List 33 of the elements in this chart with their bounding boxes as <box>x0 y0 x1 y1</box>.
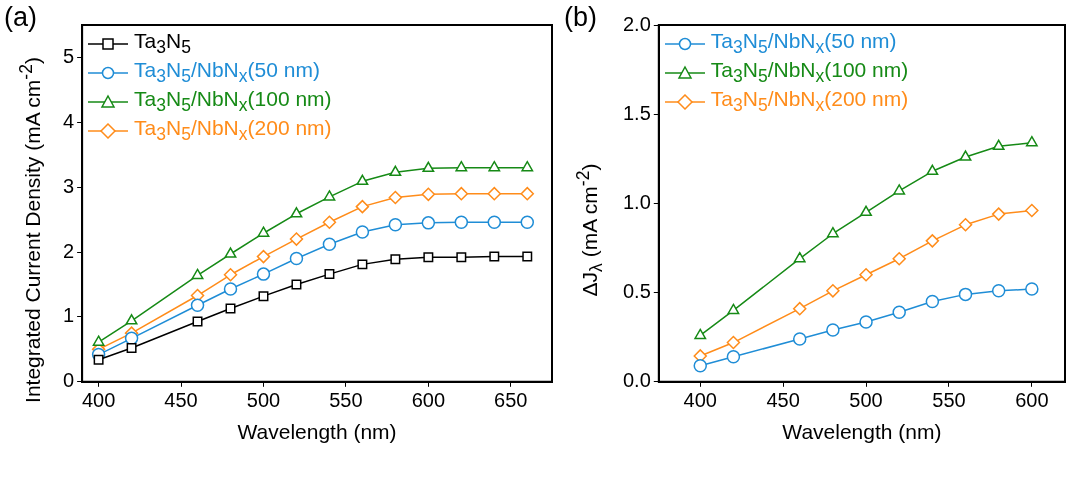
legend-label: Ta$_{3}$N$_{5}$/NbN$_{x}$(200 nm) <box>710 86 909 117</box>
x-tick-label: 650 <box>494 389 528 412</box>
x-axis-title: Wavelength (nm) <box>782 420 942 444</box>
legend-label: Ta$_{3}$N$_{5}$/NbN$_{x}$(200 nm) <box>134 115 332 146</box>
y-tick-label: 4 <box>63 109 75 132</box>
y-tick-label: 1.5 <box>622 101 651 124</box>
x-axis-title: Wavelength (nm) <box>237 420 397 444</box>
legend-label: Ta$_{3}$N$_{5}$ <box>134 28 191 59</box>
x-tick-label: 400 <box>683 389 717 412</box>
y-tick-label: 0 <box>63 369 75 392</box>
y-tick-label: 5 <box>63 44 75 67</box>
x-tick-label: 550 <box>932 389 966 412</box>
y-tick-label: 1.0 <box>622 190 651 213</box>
y-tick-label: 1 <box>63 304 75 327</box>
y-tick-label: 0.0 <box>622 369 651 392</box>
x-tick-label: 600 <box>1015 389 1049 412</box>
x-tick-label: 500 <box>246 389 281 412</box>
text: (a) <box>4 2 37 33</box>
y-tick-label: 0.5 <box>622 280 651 303</box>
x-tick-label: 600 <box>411 389 446 412</box>
legend-label: Ta$_{3}$N$_{5}$/NbN$_{x}$(50 nm) <box>134 57 320 88</box>
legend-label: Ta$_{3}$N$_{5}$/NbN$_{x}$(100 nm) <box>134 86 332 117</box>
x-tick-label: 500 <box>849 389 883 412</box>
x-tick-label: 550 <box>329 389 363 412</box>
y-tick-label: 2.0 <box>622 12 651 35</box>
x-tick-label: 450 <box>766 389 800 412</box>
text: (b) <box>564 2 597 33</box>
x-tick-label: 400 <box>81 389 116 412</box>
legend-label: Ta$_{3}$N$_{5}$/NbN$_{x}$(50 nm) <box>710 28 897 59</box>
y-tick-label: 3 <box>63 174 75 197</box>
legend-label: Ta$_{3}$N$_{5}$/NbN$_{x}$(100 nm) <box>710 57 909 88</box>
y-tick-label: 2 <box>63 239 75 262</box>
x-tick-label: 450 <box>164 389 198 412</box>
